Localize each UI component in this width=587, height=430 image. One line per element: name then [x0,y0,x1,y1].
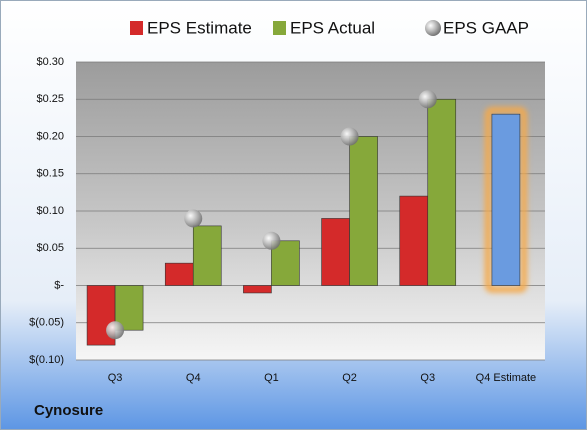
y-tick-label: $- [54,279,64,291]
bar-glow [484,107,527,293]
y-tick-label: $0.30 [36,56,64,68]
gaap-marker [262,231,281,250]
company-name: Cynosure [34,402,103,419]
bar [192,225,222,286]
gaap-marker [418,90,437,109]
legend-swatch [273,21,286,35]
bar [399,195,429,286]
x-tick-label: Q2 [342,372,357,384]
bar [243,285,272,294]
bar [491,113,521,286]
y-tick-label: $0.05 [36,242,64,254]
bar [427,98,457,286]
y-tick-label: $0.10 [36,205,64,217]
y-tick-label: $0.15 [36,168,64,180]
x-tick-label: Q3 [108,372,123,384]
x-tick-label: Q4 Estimate [476,372,537,384]
legend-swatch [425,20,441,36]
y-tick-label: $0.25 [36,93,64,105]
y-tick-label: $(0.05) [29,317,64,329]
legend-label: EPS Actual [290,18,375,37]
gaap-marker [106,321,125,340]
y-tick-label: $0.20 [36,130,64,142]
bar [321,218,350,286]
bar [164,262,194,286]
legend-label: EPS GAAP [443,18,529,37]
x-tick-label: Q4 [186,372,201,384]
bar [349,136,378,286]
legend-swatch [130,21,143,35]
legend-label: EPS Estimate [147,18,252,37]
x-tick-label: Q3 [420,372,435,384]
gaap-marker [340,127,359,146]
x-tick-label: Q1 [264,372,279,384]
y-tick-label: $(0.10) [29,354,64,366]
gaap-marker [184,209,203,228]
